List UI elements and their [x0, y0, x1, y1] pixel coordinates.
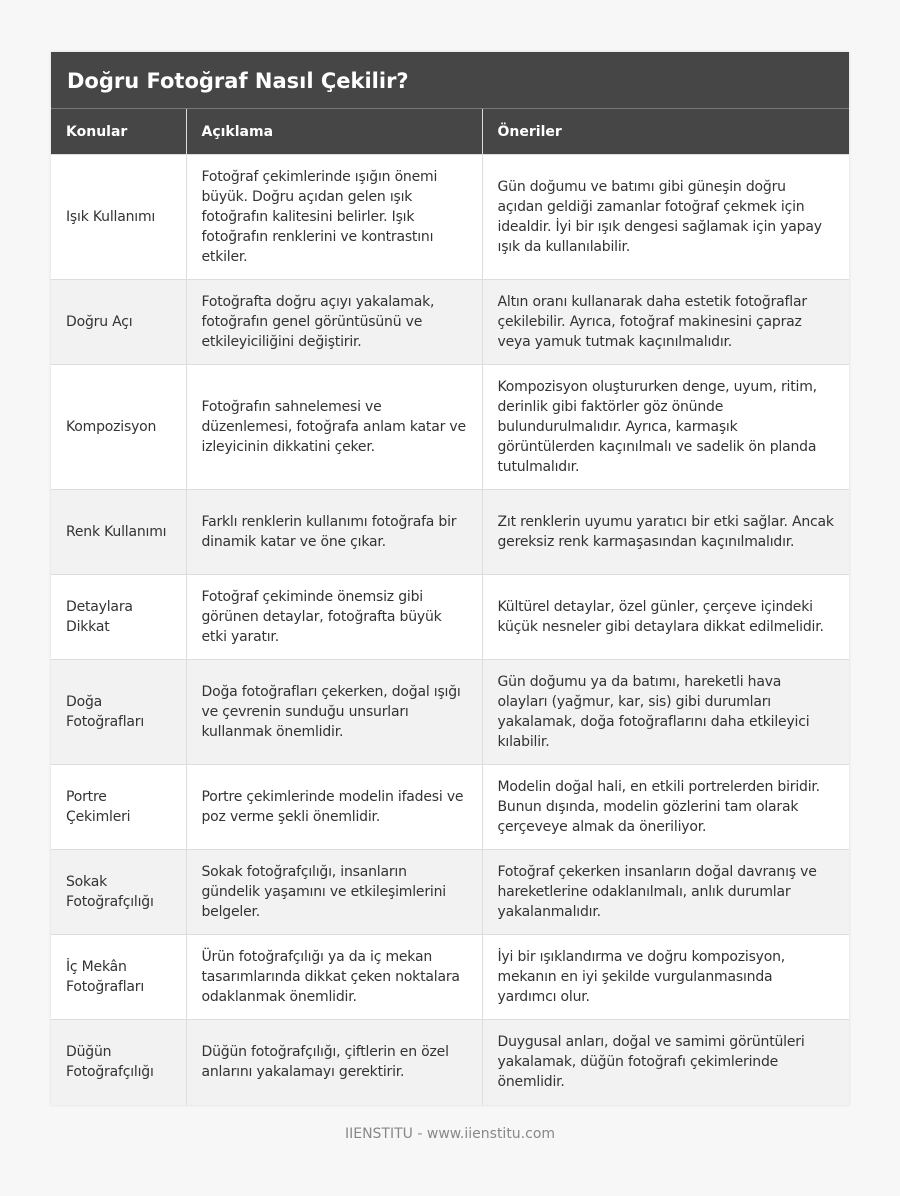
table-row: Doğa Fotoğrafları Doğa fotoğrafları çeker… [51, 659, 849, 765]
cell-recommendation: Gün doğumu ya da batımı, hareketli hava … [481, 659, 849, 765]
table-row: Düğün Fotoğrafçılığı Düğün fotoğrafçılığı… [51, 1019, 849, 1105]
cell-description: Fotoğraf çekiminde önemsiz gibi görünen … [185, 574, 482, 660]
table-row: Kompozisyon Fotoğrafın sahnelemesi ve düz… [51, 364, 849, 490]
footer-credit: IIENSTITU - www.iienstitu.com [344, 1126, 556, 1142]
header-aciklama: Açıklama [185, 108, 482, 155]
table-row: İç Mekân Fotoğrafları Ürün fotoğrafçılığı… [51, 934, 849, 1020]
cell-recommendation: Altın oranı kullanarak daha estetik foto… [481, 279, 849, 365]
table-title: Doğru Fotoğraf Nasıl Çekilir? [51, 52, 849, 108]
cell-description: Portre çekimlerinde modelin ifadesi ve p… [185, 764, 482, 850]
cell-recommendation: Kültürel detaylar, özel günler, çerçeve … [481, 574, 849, 660]
header-oneriler: Öneriler [481, 108, 849, 155]
cell-recommendation: Fotoğraf çekerken insanların doğal davra… [481, 849, 849, 935]
cell-description: Fotoğrafın sahnelemesi ve düzenlemesi, f… [185, 364, 482, 490]
table-row: Renk Kullanımı Farklı renklerin kullanımı… [51, 489, 849, 575]
cell-recommendation: Gün doğumu ve batımı gibi güneşin doğru … [481, 154, 849, 280]
cell-topic: Kompozisyon [51, 364, 186, 490]
cell-description: Fotoğraf çekimlerinde ışığın önemi büyük… [185, 154, 482, 280]
cell-description: Farklı renklerin kullanımı fotoğrafa bir… [185, 489, 482, 575]
header-konular: Konular [51, 108, 186, 155]
cell-topic: Işık Kullanımı [51, 154, 186, 280]
cell-description: Sokak fotoğrafçılığı, insanların gündeli… [185, 849, 482, 935]
cell-recommendation: Duygusal anları, doğal ve samimi görüntü… [481, 1019, 849, 1105]
cell-recommendation: İyi bir ışıklandırma ve doğru kompozisyo… [481, 934, 849, 1020]
cell-topic: Doğru Açı [51, 279, 186, 365]
table-row: Işık Kullanımı Fotoğraf çekimlerinde ışığ… [51, 154, 849, 280]
header-row: Konular Açıklama Öneriler [51, 108, 849, 155]
cell-description: Ürün fotoğrafçılığı ya da iç mekan tasar… [185, 934, 482, 1020]
table-row: Portre Çekimleri Portre çekimlerinde mode… [51, 764, 849, 850]
table-row: Sokak Fotoğrafçılığı Sokak fotoğrafçılığı… [51, 849, 849, 935]
cell-topic: Portre Çekimleri [51, 764, 186, 850]
cell-description: Fotoğrafta doğru açıyı yakalamak, fotoğr… [185, 279, 482, 365]
cell-description: Düğün fotoğrafçılığı, çiftlerin en özel … [185, 1019, 482, 1105]
info-table-card: Doğru Fotoğraf Nasıl Çekilir? Konular Aç… [51, 52, 849, 1105]
cell-topic: Düğün Fotoğrafçılığı [51, 1019, 186, 1105]
cell-topic: Detaylara Dikkat [51, 574, 186, 660]
cell-topic: Doğa Fotoğrafları [51, 659, 186, 765]
cell-topic: Sokak Fotoğrafçılığı [51, 849, 186, 935]
cell-description: Doğa fotoğrafları çekerken, doğal ışığı … [185, 659, 482, 765]
cell-recommendation: Modelin doğal hali, en etkili portrelerd… [481, 764, 849, 850]
table-row: Doğru Açı Fotoğrafta doğru açıyı yakalama… [51, 279, 849, 365]
cell-topic: İç Mekân Fotoğrafları [51, 934, 186, 1020]
cell-recommendation: Zıt renklerin uyumu yaratıcı bir etki sa… [481, 489, 849, 575]
table-row: Detaylara Dikkat Fotoğraf çekiminde önems… [51, 574, 849, 660]
info-table: Konular Açıklama Öneriler Işık Kullanımı… [51, 108, 849, 1105]
cell-recommendation: Kompozisyon oluştururken denge, uyum, ri… [481, 364, 849, 490]
cell-topic: Renk Kullanımı [51, 489, 186, 575]
